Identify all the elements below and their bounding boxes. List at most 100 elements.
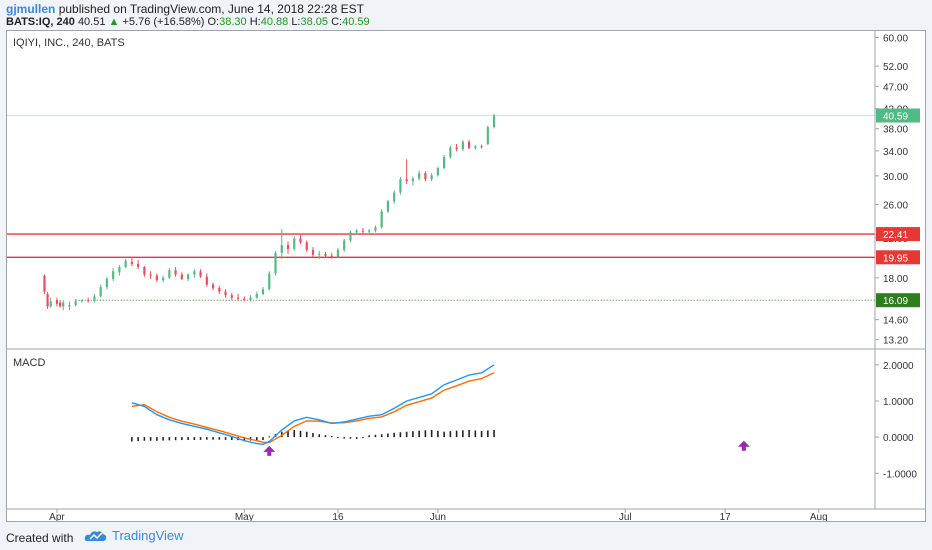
macd-histogram-bar <box>393 432 395 438</box>
candle-body <box>143 267 146 275</box>
created-with-label: Created with <box>6 531 74 545</box>
macd-tick-label: -1.0000 <box>883 469 917 480</box>
chart-svg[interactable]: 60.0052.0047.0042.0038.0034.0030.0026.00… <box>7 31 925 523</box>
axes: 60.0052.0047.0042.0038.0034.0030.0026.00… <box>7 31 925 523</box>
last-price-badge <box>876 108 920 123</box>
candle-body <box>318 253 321 255</box>
change-value: +5.76 (+16.58%) <box>122 16 205 28</box>
price-tick-label: 18.00 <box>883 274 908 285</box>
candle-body <box>43 275 46 292</box>
macd-histogram-bar <box>212 437 214 440</box>
author-link[interactable]: gjmullen <box>6 2 56 16</box>
candle-body <box>486 127 489 144</box>
candle-body <box>193 271 196 275</box>
candle-body <box>80 300 84 302</box>
candle-body <box>168 270 171 278</box>
candle-body <box>492 115 496 128</box>
candle-body <box>218 288 221 292</box>
candle-body <box>93 296 96 302</box>
candle-body <box>424 173 427 180</box>
candle-body <box>380 211 383 228</box>
level-badge-label: 16.09 <box>883 296 908 307</box>
candle-body <box>399 179 402 193</box>
macd-histogram-bar <box>362 437 364 439</box>
close-label: C: <box>331 16 343 28</box>
candle-body <box>124 260 127 268</box>
macd-histogram-bar <box>305 431 308 438</box>
macd-histogram-bar <box>137 437 139 442</box>
macd-histogram-bar <box>443 431 445 438</box>
macd-histogram-bar <box>330 436 333 438</box>
tradingview-logo[interactable]: TradingView <box>84 528 184 543</box>
price-tick-label: 52.00 <box>883 62 908 73</box>
candle-body <box>249 297 252 301</box>
candle-body <box>443 156 446 169</box>
time-tick-label: Aug <box>810 512 828 521</box>
candle-body <box>480 146 483 148</box>
time-tick-label: 16 <box>332 512 344 521</box>
candle-body <box>243 298 246 301</box>
publish-text: published on TradingView.com, June 14, 2… <box>58 2 365 16</box>
candle-body <box>286 245 290 249</box>
macd-histogram-bar <box>387 433 389 438</box>
candle-body <box>393 192 396 202</box>
candle-body <box>236 297 240 299</box>
candle-body <box>68 305 71 307</box>
macd-tick-label: 0.0000 <box>883 433 914 444</box>
macd-signal-line <box>131 372 495 444</box>
tradingview-name: TradingView <box>112 528 184 543</box>
macd-histogram-bar <box>199 437 202 440</box>
ohlc-line: BATS:IQ, 240 40.51 ▲ +5.76 (+16.58%) O:3… <box>6 16 370 28</box>
level-badge-label: 19.95 <box>883 253 908 264</box>
candle-body <box>324 253 327 256</box>
macd-histogram-bar <box>299 430 302 438</box>
time-tick-label: May <box>235 512 254 521</box>
macd-histogram-bar <box>280 431 283 438</box>
macd-histogram-bar <box>174 437 177 441</box>
candle-body <box>355 230 358 233</box>
macd-histogram-bar <box>187 437 189 441</box>
level-badge <box>876 250 920 265</box>
candle-body <box>87 300 90 302</box>
candle-body <box>455 147 458 150</box>
high-value: 40.88 <box>260 16 289 28</box>
macd-tick-label: 1.0000 <box>883 397 914 408</box>
candle-body <box>149 274 152 276</box>
macd-histogram-bar <box>405 431 408 438</box>
candle-body <box>386 201 390 212</box>
macd-histogram-bar <box>430 429 433 438</box>
candle-body <box>293 238 296 249</box>
macd-histogram-bar <box>424 430 427 438</box>
chart-frame[interactable]: 60.0052.0047.0042.0038.0034.0030.0026.00… <box>6 30 926 523</box>
price-legend: IQIYI, INC., 240, BATS <box>13 37 125 49</box>
candle-body <box>418 173 421 179</box>
macd-histogram-bar <box>412 431 414 438</box>
level-badge-label: 22.41 <box>883 230 908 241</box>
candle-body <box>74 301 77 306</box>
low-value: 38.05 <box>300 16 329 28</box>
macd-histogram-bar <box>262 437 264 441</box>
macd-histogram-bar <box>355 437 358 439</box>
macd-histogram-bar <box>474 430 477 438</box>
macd-histogram-bar <box>168 437 171 441</box>
price-tick-label: 30.00 <box>883 172 908 183</box>
level-badge <box>876 293 920 308</box>
price-tick-label: 13.20 <box>883 336 908 347</box>
macd-histogram-bar <box>368 435 370 438</box>
candle-body <box>374 227 377 231</box>
candle-body <box>205 276 208 285</box>
candle-body <box>130 261 133 264</box>
candle-body <box>155 275 158 281</box>
candle-body <box>405 179 408 182</box>
macd-histogram-bar <box>312 432 314 438</box>
candle-body <box>430 175 433 180</box>
candle-body <box>280 245 283 253</box>
time-tick-label: 17 <box>720 512 732 521</box>
up-arrow-icon <box>263 445 276 456</box>
candle-body <box>55 300 59 304</box>
candle-body <box>199 271 202 277</box>
candle-body <box>468 141 471 148</box>
price-tick-label: 47.00 <box>883 82 908 93</box>
time-tick-label: Jun <box>430 512 446 521</box>
macd-histogram-bar <box>206 437 208 440</box>
